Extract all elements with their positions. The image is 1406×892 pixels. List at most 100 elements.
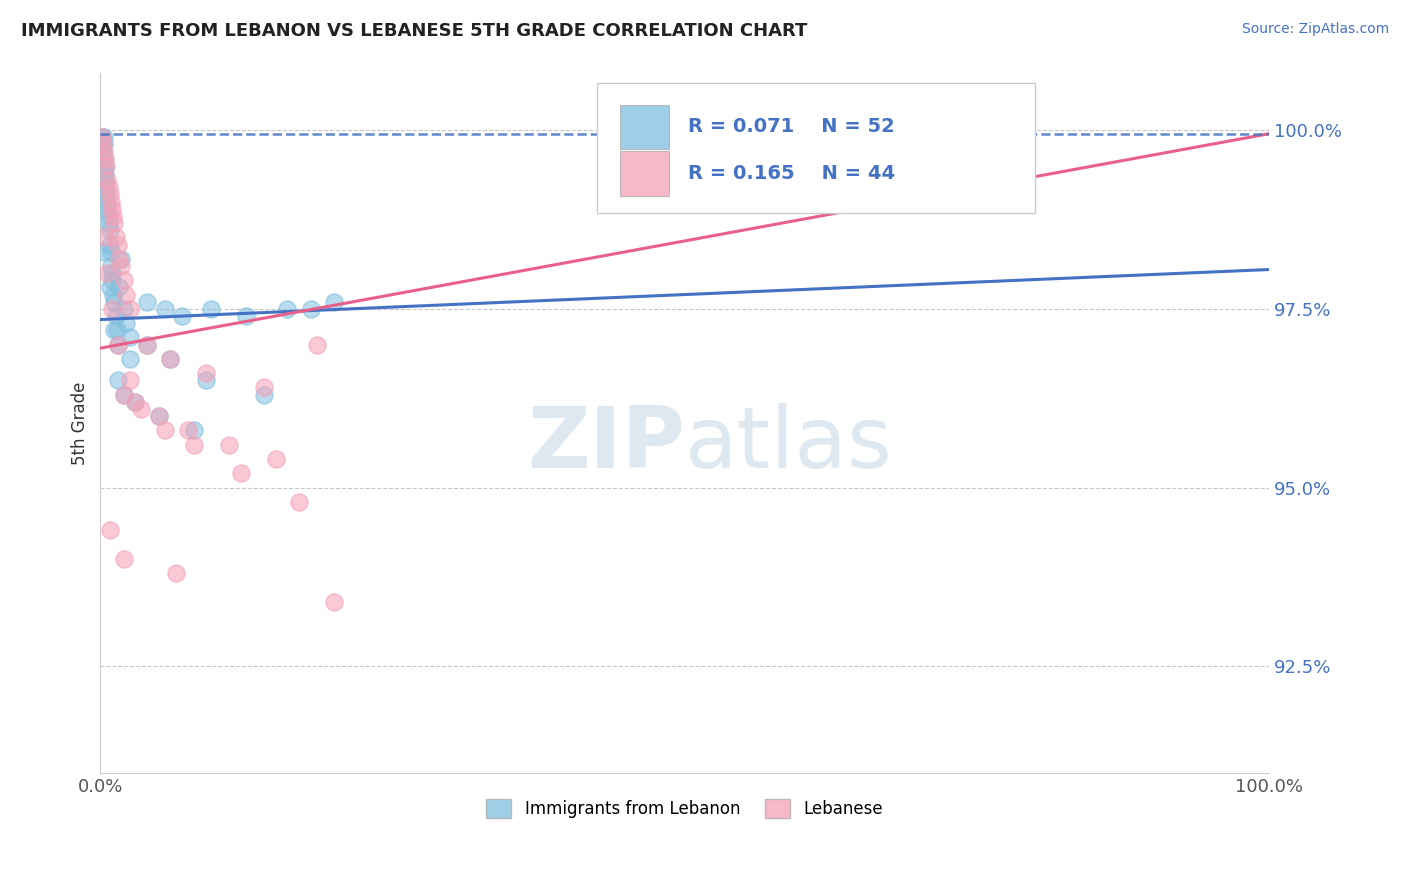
Point bbox=[107, 337, 129, 351]
Point bbox=[93, 152, 115, 166]
Point bbox=[101, 273, 124, 287]
Y-axis label: 5th Grade: 5th Grade bbox=[72, 382, 89, 465]
Point bbox=[103, 216, 125, 230]
Point bbox=[96, 180, 118, 194]
Point bbox=[93, 130, 115, 145]
Point bbox=[91, 145, 114, 159]
Point bbox=[159, 351, 181, 366]
Point bbox=[118, 330, 141, 344]
Point bbox=[218, 437, 240, 451]
Point bbox=[104, 309, 127, 323]
Point bbox=[93, 145, 115, 159]
Point bbox=[94, 152, 117, 166]
Point bbox=[115, 287, 138, 301]
Point bbox=[103, 323, 125, 337]
Point bbox=[94, 159, 117, 173]
Point bbox=[177, 423, 200, 437]
Point bbox=[112, 552, 135, 566]
Point bbox=[98, 187, 121, 202]
Point bbox=[94, 173, 117, 187]
Point bbox=[94, 166, 117, 180]
Point bbox=[98, 280, 121, 294]
Point bbox=[153, 301, 176, 316]
Point bbox=[136, 294, 159, 309]
Point bbox=[93, 230, 115, 244]
Point bbox=[91, 137, 114, 152]
Point bbox=[98, 524, 121, 538]
Point bbox=[183, 437, 205, 451]
Point bbox=[101, 266, 124, 280]
Point bbox=[107, 337, 129, 351]
Point bbox=[124, 394, 146, 409]
Point bbox=[90, 130, 112, 145]
Point bbox=[229, 467, 252, 481]
Point bbox=[264, 452, 287, 467]
Point bbox=[103, 209, 125, 223]
Point bbox=[108, 280, 131, 294]
Point bbox=[200, 301, 222, 316]
Point bbox=[253, 380, 276, 394]
Point bbox=[253, 387, 276, 401]
Point bbox=[115, 316, 138, 330]
Point bbox=[183, 423, 205, 437]
Point bbox=[104, 230, 127, 244]
Point bbox=[107, 373, 129, 387]
Point bbox=[101, 202, 124, 216]
Point bbox=[96, 173, 118, 187]
Point bbox=[96, 266, 118, 280]
Point bbox=[97, 180, 120, 194]
Point bbox=[323, 595, 346, 609]
FancyBboxPatch shape bbox=[598, 84, 1035, 213]
Point bbox=[136, 337, 159, 351]
Point bbox=[148, 409, 170, 423]
Point bbox=[172, 309, 194, 323]
Point bbox=[129, 401, 152, 416]
Point bbox=[159, 351, 181, 366]
Text: atlas: atlas bbox=[685, 402, 893, 486]
Point bbox=[97, 216, 120, 230]
Point bbox=[153, 423, 176, 437]
Point bbox=[112, 387, 135, 401]
FancyBboxPatch shape bbox=[620, 151, 669, 195]
Point bbox=[98, 237, 121, 252]
Point bbox=[110, 252, 132, 266]
Point bbox=[96, 187, 118, 202]
Text: Source: ZipAtlas.com: Source: ZipAtlas.com bbox=[1241, 22, 1389, 37]
Point bbox=[96, 194, 118, 209]
Point bbox=[148, 409, 170, 423]
Point bbox=[305, 337, 328, 351]
Point bbox=[288, 495, 311, 509]
Point bbox=[110, 259, 132, 273]
Point bbox=[90, 130, 112, 145]
Point bbox=[96, 159, 118, 173]
Point bbox=[165, 566, 187, 581]
Point bbox=[194, 366, 217, 380]
Point bbox=[299, 301, 322, 316]
Point bbox=[103, 287, 125, 301]
Point bbox=[118, 301, 141, 316]
Point bbox=[136, 337, 159, 351]
Point bbox=[103, 294, 125, 309]
Point bbox=[100, 244, 122, 259]
Point bbox=[112, 273, 135, 287]
Point bbox=[235, 309, 257, 323]
Point bbox=[323, 294, 346, 309]
Point bbox=[101, 301, 124, 316]
Point bbox=[93, 244, 115, 259]
Point bbox=[105, 323, 128, 337]
Text: R = 0.165    N = 44: R = 0.165 N = 44 bbox=[688, 163, 896, 183]
FancyBboxPatch shape bbox=[620, 104, 669, 149]
Point bbox=[96, 202, 118, 216]
Point bbox=[194, 373, 217, 387]
Point bbox=[112, 387, 135, 401]
Point bbox=[97, 209, 120, 223]
Point bbox=[124, 394, 146, 409]
Text: ZIP: ZIP bbox=[527, 402, 685, 486]
Point bbox=[98, 223, 121, 237]
Legend: Immigrants from Lebanon, Lebanese: Immigrants from Lebanon, Lebanese bbox=[479, 792, 890, 824]
Point bbox=[118, 373, 141, 387]
Text: IMMIGRANTS FROM LEBANON VS LEBANESE 5TH GRADE CORRELATION CHART: IMMIGRANTS FROM LEBANON VS LEBANESE 5TH … bbox=[21, 22, 807, 40]
Point bbox=[108, 252, 131, 266]
Point bbox=[100, 194, 122, 209]
Point bbox=[118, 351, 141, 366]
